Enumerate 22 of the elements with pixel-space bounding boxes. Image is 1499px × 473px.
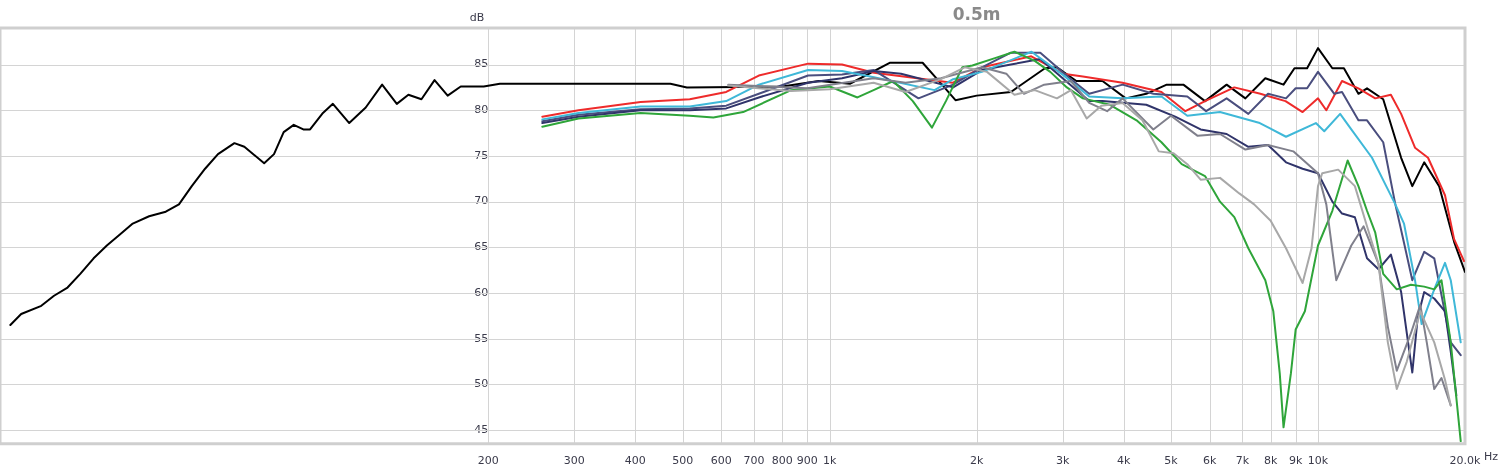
x-tick-label: 3k — [1055, 454, 1070, 468]
chart-title: 0.5m — [952, 3, 1001, 24]
y-axis-title: dB — [469, 11, 485, 25]
x-tick-label: 4k — [1116, 454, 1131, 468]
x-tick-label: 10k — [1307, 454, 1329, 468]
x-tick-label: 20.0k — [1449, 454, 1482, 468]
x-tick-label: 300 — [563, 454, 585, 468]
x-tick-label: 5k — [1164, 454, 1179, 468]
x-tick-label: 2k — [969, 454, 984, 468]
x-tick-label: 500 — [672, 454, 694, 468]
x-axis-title: Hz — [1484, 450, 1499, 464]
x-tick-label: 7k — [1235, 454, 1250, 468]
x-tick-label: 200 — [477, 454, 499, 468]
x-tick-label: 1k — [822, 454, 837, 468]
x-tick-label: 700 — [743, 454, 765, 468]
x-tick-label: 400 — [624, 454, 646, 468]
x-tick-label: 8k — [1263, 454, 1278, 468]
x-tick-label: 9k — [1288, 454, 1303, 468]
x-tick-label: 800 — [771, 454, 793, 468]
x-tick-label: 6k — [1202, 454, 1217, 468]
x-tick-label: 600 — [710, 454, 732, 468]
x-tick-label: 900 — [796, 454, 818, 468]
